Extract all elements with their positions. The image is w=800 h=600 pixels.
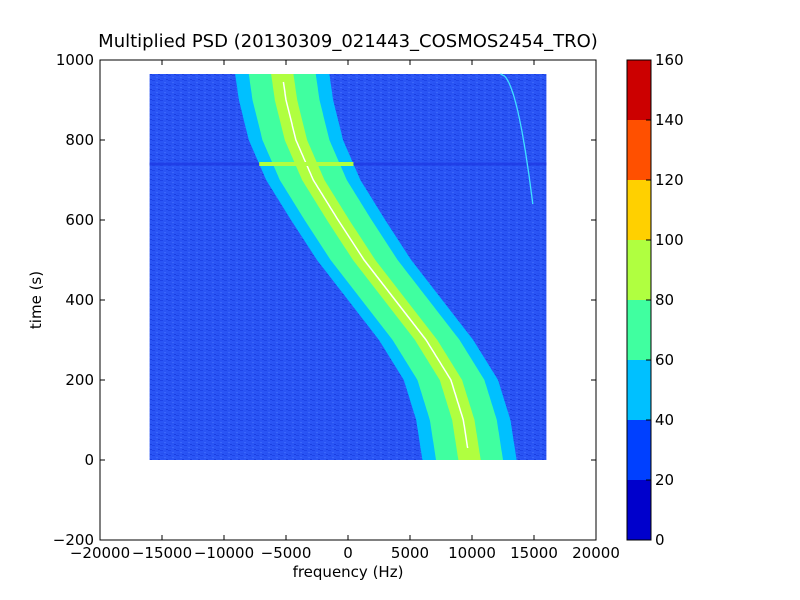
x-tick-label: 20000 (572, 544, 620, 562)
y-tick-label: −200 (53, 531, 94, 549)
artifact-band-segment (259, 162, 354, 166)
plot-area (149, 73, 547, 460)
colorbar-segment (627, 300, 651, 360)
x-axis-label: frequency (Hz) (293, 563, 404, 581)
y-tick-label: 600 (65, 211, 94, 229)
y-tick-label: 400 (65, 291, 94, 309)
x-tick-label: −10000 (194, 544, 254, 562)
colorbar-tick-label: 100 (655, 231, 684, 249)
y-tick-label: 1000 (56, 51, 94, 69)
colorbar-segment (627, 60, 651, 120)
colorbar: 0 20 40 60 80 100 120 140 160 (626, 51, 684, 549)
colorbar-segment (627, 420, 651, 480)
x-tick-label: 5000 (391, 544, 429, 562)
x-tick-label: −15000 (132, 544, 192, 562)
colorbar-tick-label: 0 (655, 531, 665, 549)
y-axis-label: time (s) (27, 271, 45, 329)
colorbar-tick-label: 160 (655, 51, 684, 69)
faint-signal-curve (500, 73, 534, 205)
colorbar-tick-label: 140 (655, 111, 684, 129)
y-tick-label: 800 (65, 131, 94, 149)
colorbar-tick-label: 40 (655, 411, 674, 429)
colorbar-segment (627, 480, 651, 540)
y-tick-label: 200 (65, 371, 94, 389)
colorbar-tick-label: 120 (655, 171, 684, 189)
band-center-line (282, 81, 469, 449)
colorbar-segment (627, 180, 651, 240)
axes: −20000 −15000 −10000 −5000 0 5000 10000 15000 20… (53, 51, 620, 562)
colorbar-segment (627, 240, 651, 300)
colorbar-tick-label: 60 (655, 351, 674, 369)
chart-title: Multiplied PSD (20130309_021443_COSMOS24… (98, 31, 598, 52)
x-tick-label: 0 (343, 544, 353, 562)
colorbar-segment (627, 360, 651, 420)
colorbar-tick-label: 80 (655, 291, 674, 309)
band-core (271, 74, 481, 460)
x-tick-label: 10000 (448, 544, 496, 562)
x-tick-label: −20000 (70, 544, 130, 562)
x-tick-label: 15000 (510, 544, 558, 562)
colorbar-tick-label: 20 (655, 471, 674, 489)
colorbar-segment (627, 120, 651, 180)
y-tick-label: 0 (84, 451, 94, 469)
x-tick-label: −5000 (261, 544, 312, 562)
